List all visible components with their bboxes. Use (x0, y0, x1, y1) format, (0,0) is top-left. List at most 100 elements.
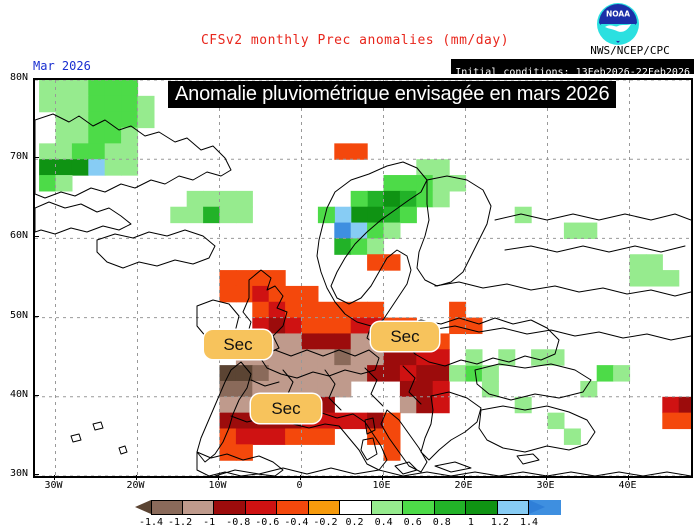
anomaly-cell (334, 380, 352, 398)
colorbar-tick-label: -0.4 (284, 517, 309, 528)
lon-tick-label: 30W (44, 480, 63, 491)
colorbar-cells (151, 500, 561, 515)
anomaly-cell (334, 412, 352, 430)
anomaly-cell (235, 285, 253, 303)
anomaly-cell (39, 95, 57, 113)
month-label: Mar 2026 (33, 59, 91, 73)
anomaly-cell (285, 380, 303, 398)
map-plot-area[interactable]: Anomalie pluviométrique envisagée en mar… (33, 78, 693, 478)
colorbar-swatch (340, 500, 372, 515)
noaa-logo-text: NOAA (606, 10, 630, 19)
anomaly-cell (71, 111, 89, 129)
anomaly-cell (268, 333, 286, 350)
anomaly-cell (170, 206, 188, 224)
colorbar-tick-label: 0.2 (345, 517, 364, 528)
colorbar-tick-label: 1.2 (490, 517, 509, 528)
anomaly-cell (121, 95, 139, 113)
anomaly-cell (219, 206, 237, 224)
anomaly-cell (55, 127, 73, 144)
anomaly-cell (432, 190, 450, 208)
anomaly-cell (596, 365, 614, 382)
anomaly-cell (334, 238, 352, 255)
lon-tick-label: 10W (208, 480, 227, 491)
anomaly-cell (383, 412, 401, 430)
anomaly-cell (137, 111, 155, 129)
anomaly-cell (121, 80, 139, 97)
anomaly-cell (432, 349, 450, 366)
lon-tick-mark (381, 475, 383, 480)
anomaly-cell (350, 317, 368, 335)
anomaly-cell (121, 127, 139, 144)
anomaly-cell (449, 175, 467, 192)
lat-tick-label: 40N (9, 388, 28, 400)
anomaly-cell (416, 349, 434, 366)
lon-tick-label: 20E (454, 480, 473, 491)
colorbar-swatch (371, 500, 403, 515)
anomaly-cell (432, 396, 450, 414)
lon-tick-label: 10E (372, 480, 391, 491)
anomaly-cell (219, 190, 237, 208)
lat-tick-label: 60N (9, 230, 28, 242)
anomaly-cell (301, 301, 319, 319)
anomaly-cell (678, 396, 691, 414)
colorbar-swatch (214, 500, 246, 515)
anomaly-cell (580, 380, 598, 398)
anomaly-cell (235, 190, 253, 208)
colorbar-tick-label: -0.2 (313, 517, 338, 528)
anomaly-cell (203, 190, 221, 208)
anomaly-cell (399, 365, 417, 382)
anomaly-cell (317, 428, 335, 445)
anomaly-cell (235, 428, 253, 445)
overlay-title: Anomalie pluviométrique envisagée en mar… (168, 81, 617, 108)
anomaly-cell (678, 412, 691, 430)
anomaly-cell (465, 365, 483, 382)
anomaly-cell (268, 428, 286, 445)
initial-conditions-text: Initial conditions: 13Feb2026-22Feb2026 (455, 67, 690, 78)
anomaly-cell (39, 159, 57, 176)
colorbar-tick-label: -1 (203, 517, 216, 528)
anomaly-cell (317, 396, 335, 414)
anomaly-cell (219, 270, 237, 287)
anomaly-cell (219, 412, 237, 430)
lat-tick-mark (34, 157, 39, 159)
anomaly-cell (55, 143, 73, 160)
anomaly-cell (662, 270, 680, 287)
colorbar-tick-label: -0.8 (226, 517, 251, 528)
anomaly-cell (285, 301, 303, 319)
anomaly-cell (235, 206, 253, 224)
anomaly-cell (252, 270, 270, 287)
anomaly-cell (285, 317, 303, 335)
anomaly-cell (121, 143, 139, 160)
annotation-label: Sec (223, 334, 253, 354)
anomaly-cell (432, 175, 450, 192)
annotation-sec-2: Sec (371, 322, 439, 351)
anomaly-cell (317, 349, 335, 366)
anomaly-cell (55, 175, 73, 192)
anomaly-cell (449, 301, 467, 319)
anomaly-cell (88, 143, 106, 160)
lon-tick-mark (545, 475, 547, 480)
anomaly-cell (71, 159, 89, 176)
lon-tick-mark (53, 475, 55, 480)
anomaly-cell (334, 333, 352, 350)
anomaly-cell (367, 365, 385, 382)
anomaly-cell (580, 222, 598, 239)
lon-tick-label: 30E (536, 480, 555, 491)
anomaly-cell (367, 349, 385, 366)
anomaly-cell (481, 365, 499, 382)
anomaly-cell (104, 111, 122, 129)
anomaly-cell (350, 333, 368, 350)
anomaly-cell (350, 301, 368, 319)
anomaly-cell (613, 365, 631, 382)
anomaly-cell (301, 349, 319, 366)
anomaly-cell (367, 301, 385, 319)
anomaly-cell (367, 412, 385, 430)
anomaly-cell (367, 428, 385, 445)
anomaly-cell (350, 143, 368, 160)
lat-tick-label: 50N (9, 309, 28, 321)
anomaly-cell (301, 333, 319, 350)
colorbar-tick-label: -1.2 (168, 517, 193, 528)
anomaly-cell (317, 206, 335, 224)
anomaly-cell (383, 206, 401, 224)
anomaly-cell (252, 301, 270, 319)
